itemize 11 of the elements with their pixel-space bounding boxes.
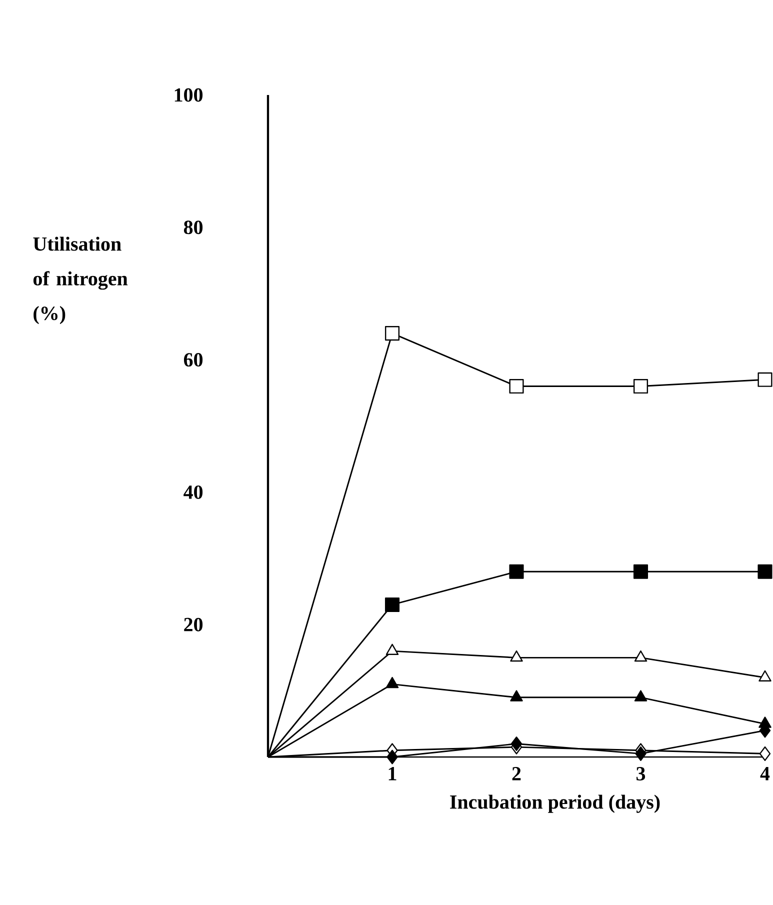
y-tick-label: 80 — [184, 220, 203, 234]
y-tick-label: 100 — [174, 88, 203, 102]
y-axis-title: Utilisation of nitrogen (%) — [33, 236, 128, 324]
x-tick-label: 1 — [388, 767, 396, 780]
y-tick-label: 20 — [184, 618, 203, 632]
x-tick-label: 4 — [760, 767, 770, 780]
x-axis-title: Incubation period (days) — [450, 794, 660, 813]
y-tick-label: 60 — [184, 353, 203, 367]
y-tick-label: 40 — [184, 485, 203, 499]
x-tick-label: 3 — [636, 767, 646, 780]
x-tick-label: 2 — [512, 767, 521, 780]
